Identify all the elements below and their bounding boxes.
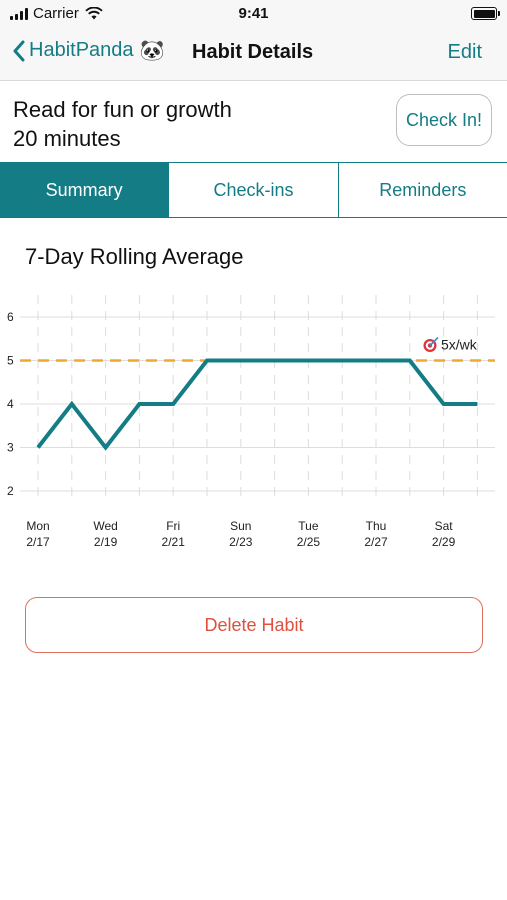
x-tick-day: Tue — [298, 519, 319, 533]
y-tick-label: 2 — [7, 484, 14, 498]
x-tick-date: 2/19 — [94, 535, 118, 549]
status-bar: Carrier 9:41 — [0, 0, 507, 28]
series-line — [36, 358, 478, 451]
x-tick-date: 2/17 — [26, 535, 50, 549]
x-tick-date: 2/25 — [297, 535, 321, 549]
x-tick-date: 2/23 — [229, 535, 253, 549]
back-button[interactable]: HabitPanda 🐼 — [12, 38, 164, 63]
x-tick-date: 2/21 — [162, 535, 186, 549]
habit-header: Read for fun or growth 20 minutes — [13, 95, 232, 153]
navigation-bar: HabitPanda 🐼 Habit Details Edit — [0, 28, 507, 81]
target-icon — [423, 336, 439, 352]
y-tick-label: 3 — [7, 441, 14, 455]
chevron-left-icon — [13, 40, 25, 61]
panda-icon: 🐼 — [139, 40, 165, 62]
x-tick-day: Fri — [166, 519, 180, 533]
edit-button[interactable]: Edit — [447, 41, 482, 63]
carrier-label: Carrier — [33, 5, 79, 22]
x-tick-date: 2/29 — [432, 535, 456, 549]
status-time: 9:41 — [238, 5, 269, 22]
habit-target: 20 minutes — [13, 126, 121, 151]
chart-title: 7-Day Rolling Average — [25, 244, 244, 269]
x-tick-day: Sat — [435, 519, 454, 533]
habit-name: Read for fun or growth — [13, 97, 232, 122]
tab-summary[interactable]: Summary — [0, 163, 170, 217]
x-tick-day: Mon — [26, 519, 49, 533]
delete-habit-button[interactable]: Delete Habit — [25, 597, 483, 653]
y-tick-label: 6 — [7, 310, 14, 324]
status-left: Carrier — [10, 5, 103, 22]
x-tick-day: Sun — [230, 519, 251, 533]
battery-icon — [471, 7, 500, 20]
x-tick-day: Wed — [93, 519, 117, 533]
x-tick-date: 2/27 — [364, 535, 388, 549]
tab-check-ins[interactable]: Check-ins — [169, 163, 339, 217]
segmented-tabs: Summary Check-ins Reminders — [0, 162, 507, 218]
goal-label: 5x/wk — [441, 337, 478, 353]
y-tick-label: 5 — [7, 354, 14, 368]
check-in-button[interactable]: Check In! — [396, 94, 492, 146]
y-tick-label: 4 — [7, 397, 14, 411]
tab-reminders[interactable]: Reminders — [338, 163, 507, 217]
rolling-average-chart: 2 3 4 5 6 5x/wk Mon 2/17 Wed 2/19 Fri 2/21 Sun 2/23… — [7, 295, 495, 549]
page-title: Habit Details — [192, 41, 314, 63]
wifi-icon — [85, 7, 103, 20]
x-tick-day: Thu — [366, 519, 387, 533]
signal-icon — [10, 7, 28, 20]
back-label: HabitPanda — [29, 39, 134, 61]
